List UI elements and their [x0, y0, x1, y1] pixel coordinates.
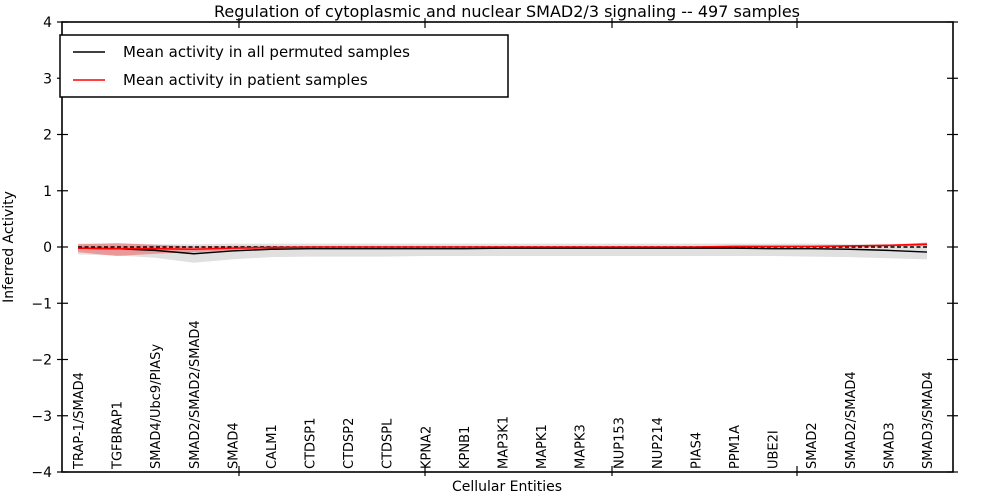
x-tick-label: PPM1A	[728, 425, 743, 469]
y-tick-label: 1	[43, 184, 52, 200]
x-tick-label: TGFBRAP1	[111, 401, 126, 470]
y-tick-label: 0	[43, 240, 52, 256]
chart-title: Regulation of cytoplasmic and nuclear SM…	[214, 2, 800, 21]
y-tick-label: 2	[43, 128, 52, 144]
x-tick-label: MAP3K1	[497, 416, 512, 469]
x-tick-label: NUP153	[612, 417, 627, 469]
legend: Mean activity in all permuted samples Me…	[59, 34, 509, 98]
x-tick-label: CTDSP2	[342, 418, 357, 469]
x-tick-label: CALM1	[265, 424, 280, 469]
plot-area: 4 3 2 1 0 −1 −2 −3 −4 TRAP-1/SMAD4 TGFBRAP1 SMAD4/U…	[31, 15, 958, 481]
x-tick-label: MAPK1	[535, 424, 550, 469]
x-tick-label: MAPK3	[574, 424, 589, 469]
x-tick-label: SMAD3	[882, 422, 897, 469]
x-tick-label: CTDSPL	[381, 418, 396, 469]
y-tick-label: −2	[31, 353, 52, 369]
y-axis-label: Inferred Activity	[1, 191, 17, 303]
band-patient-samples-range	[78, 242, 927, 256]
series-line-patient	[77, 243, 928, 251]
x-tick-label: SMAD4	[226, 422, 241, 469]
x-tick-label: UBE2I	[767, 430, 782, 469]
y-tick-label: 3	[43, 71, 52, 87]
x-tick-label: SMAD2/SMAD4	[844, 371, 859, 469]
y-tick-label: −3	[31, 409, 52, 425]
x-tick-label: SMAD4/Ubc9/PIASy	[149, 344, 164, 469]
x-tick-label: SMAD3/SMAD4	[921, 371, 936, 469]
legend-box	[59, 34, 509, 98]
x-tick-label: NUP214	[651, 417, 666, 469]
y-tick-label: −4	[31, 465, 52, 481]
x-tick-label: SMAD2	[805, 422, 820, 469]
legend-label-permuted: Mean activity in all permuted samples	[123, 43, 410, 61]
x-tick-label: KPNB1	[458, 426, 473, 469]
x-tick-label: SMAD2/SMAD2/SMAD4	[188, 320, 203, 469]
x-axis-label: Cellular Entities	[452, 479, 562, 495]
x-tick-label: KPNA2	[419, 426, 434, 469]
legend-label-patient: Mean activity in patient samples	[123, 71, 368, 89]
y-tick-label: 4	[43, 15, 52, 31]
x-tick-label: TRAP-1/SMAD4	[72, 372, 87, 470]
y-tick-label: −1	[31, 296, 52, 312]
series-line-permuted	[77, 247, 928, 255]
x-tick-label: PIAS4	[689, 432, 704, 469]
x-tick-label: CTDSP1	[304, 418, 319, 469]
